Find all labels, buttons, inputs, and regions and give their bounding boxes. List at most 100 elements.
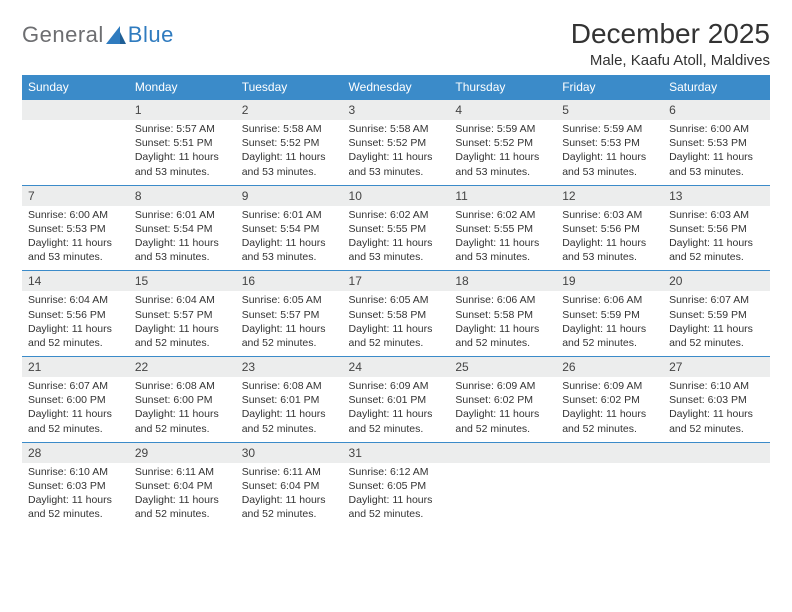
sunset-line: Sunset: 6:04 PM <box>242 479 337 493</box>
day-detail-cell: Sunrise: 6:07 AMSunset: 6:00 PMDaylight:… <box>22 377 129 442</box>
day-number-cell: 22 <box>129 357 236 378</box>
day-detail-cell: Sunrise: 6:09 AMSunset: 6:02 PMDaylight:… <box>449 377 556 442</box>
day-number-cell: 18 <box>449 271 556 292</box>
sunrise-line: Sunrise: 6:09 AM <box>455 379 550 393</box>
sunrise-line: Sunrise: 6:04 AM <box>135 293 230 307</box>
sunset-line: Sunset: 5:57 PM <box>135 308 230 322</box>
day-detail-cell <box>663 463 770 528</box>
sunset-line: Sunset: 5:57 PM <box>242 308 337 322</box>
sunrise-label: Sunrise: <box>455 294 494 306</box>
day-number-cell: 8 <box>129 185 236 206</box>
sunset-label: Sunset: <box>349 309 385 321</box>
sunrise-line: Sunrise: 5:59 AM <box>455 122 550 136</box>
sunset-line: Sunset: 6:03 PM <box>28 479 123 493</box>
sunset-label: Sunset: <box>242 309 278 321</box>
day-detail-cell: Sunrise: 6:03 AMSunset: 5:56 PMDaylight:… <box>663 206 770 271</box>
day-number-cell: 9 <box>236 185 343 206</box>
day-number-cell: 14 <box>22 271 129 292</box>
sunset-value: 5:56 PM <box>67 309 106 321</box>
day-number-cell: 1 <box>129 100 236 121</box>
day-detail-cell: Sunrise: 6:05 AMSunset: 5:58 PMDaylight:… <box>343 291 450 356</box>
sunset-line: Sunset: 5:55 PM <box>455 222 550 236</box>
sunrise-line: Sunrise: 6:02 AM <box>455 208 550 222</box>
sunset-label: Sunset: <box>455 309 491 321</box>
sunrise-value: 6:08 AM <box>176 380 215 392</box>
day-number-cell: 21 <box>22 357 129 378</box>
daylight-label: Daylight: <box>135 494 176 506</box>
daylight-label: Daylight: <box>242 323 283 335</box>
sunset-line: Sunset: 5:58 PM <box>349 308 444 322</box>
sunset-line: Sunset: 6:03 PM <box>669 393 764 407</box>
sunrise-line: Sunrise: 6:06 AM <box>562 293 657 307</box>
sunrise-label: Sunrise: <box>135 123 174 135</box>
day-number-cell: 19 <box>556 271 663 292</box>
day-number-row: 14151617181920 <box>22 271 770 292</box>
sunset-value: 6:02 PM <box>601 394 640 406</box>
daylight-line: Daylight: 11 hours and 52 minutes. <box>135 407 230 435</box>
sunrise-value: 6:02 AM <box>390 209 429 221</box>
daylight-line: Daylight: 11 hours and 53 minutes. <box>242 150 337 178</box>
sunrise-value: 6:11 AM <box>283 466 321 478</box>
sunrise-label: Sunrise: <box>28 209 67 221</box>
sunrise-value: 5:58 AM <box>283 123 322 135</box>
sunset-line: Sunset: 5:59 PM <box>562 308 657 322</box>
daylight-line: Daylight: 11 hours and 53 minutes. <box>455 150 550 178</box>
sunrise-value: 5:57 AM <box>176 123 215 135</box>
sunrise-line: Sunrise: 6:09 AM <box>349 379 444 393</box>
sunrise-value: 6:06 AM <box>497 294 536 306</box>
day-number-cell: 11 <box>449 185 556 206</box>
day-detail-row: Sunrise: 6:07 AMSunset: 6:00 PM Daylight:… <box>22 377 770 442</box>
daylight-line: Daylight: 11 hours and 52 minutes. <box>135 322 230 350</box>
sunrise-label: Sunrise: <box>349 123 388 135</box>
sunset-label: Sunset: <box>135 223 171 235</box>
sunset-label: Sunset: <box>669 223 705 235</box>
sunset-label: Sunset: <box>135 480 171 492</box>
sunrise-label: Sunrise: <box>135 466 174 478</box>
title-block: December 2025 Male, Kaafu Atoll, Maldive… <box>571 18 770 69</box>
day-detail-cell: Sunrise: 5:59 AMSunset: 5:52 PMDaylight:… <box>449 120 556 185</box>
sunset-line: Sunset: 6:01 PM <box>349 393 444 407</box>
sunrise-value: 6:04 AM <box>69 294 108 306</box>
daylight-label: Daylight: <box>28 237 69 249</box>
daylight-line: Daylight: 11 hours and 53 minutes. <box>135 236 230 264</box>
sunrise-line: Sunrise: 6:07 AM <box>28 379 123 393</box>
day-number-cell: 13 <box>663 185 770 206</box>
sunrise-value: 6:07 AM <box>69 380 108 392</box>
day-number-row: 123456 <box>22 100 770 121</box>
sunrise-line: Sunrise: 6:11 AM <box>135 465 230 479</box>
day-detail-cell <box>449 463 556 528</box>
day-number-cell: 17 <box>343 271 450 292</box>
day-number-cell: 10 <box>343 185 450 206</box>
sunrise-value: 6:09 AM <box>390 380 429 392</box>
sunset-value: 6:03 PM <box>67 480 106 492</box>
sunrise-line: Sunrise: 5:58 AM <box>349 122 444 136</box>
day-detail-cell: Sunrise: 6:02 AMSunset: 5:55 PMDaylight:… <box>343 206 450 271</box>
day-detail-cell: Sunrise: 6:08 AMSunset: 6:01 PMDaylight:… <box>236 377 343 442</box>
daylight-label: Daylight: <box>349 494 390 506</box>
daylight-label: Daylight: <box>242 408 283 420</box>
daylight-line: Daylight: 11 hours and 53 minutes. <box>242 236 337 264</box>
day-detail-cell: Sunrise: 6:06 AMSunset: 5:59 PMDaylight:… <box>556 291 663 356</box>
sunset-label: Sunset: <box>455 394 491 406</box>
daylight-label: Daylight: <box>242 494 283 506</box>
sunset-line: Sunset: 6:05 PM <box>349 479 444 493</box>
sunset-line: Sunset: 6:00 PM <box>28 393 123 407</box>
sunrise-label: Sunrise: <box>562 380 601 392</box>
daylight-label: Daylight: <box>135 151 176 163</box>
weekday-header: Thursday <box>449 75 556 100</box>
location-subtitle: Male, Kaafu Atoll, Maldives <box>571 52 770 69</box>
sunrise-label: Sunrise: <box>242 294 281 306</box>
daylight-line: Daylight: 11 hours and 52 minutes. <box>349 407 444 435</box>
sunset-label: Sunset: <box>28 394 64 406</box>
sunrise-line: Sunrise: 6:04 AM <box>28 293 123 307</box>
sunrise-value: 6:12 AM <box>390 466 429 478</box>
sunrise-value: 6:04 AM <box>176 294 215 306</box>
daylight-line: Daylight: 11 hours and 53 minutes. <box>349 236 444 264</box>
daylight-label: Daylight: <box>669 323 710 335</box>
daylight-label: Daylight: <box>349 237 390 249</box>
sunset-line: Sunset: 5:53 PM <box>669 136 764 150</box>
day-detail-cell: Sunrise: 6:08 AMSunset: 6:00 PMDaylight:… <box>129 377 236 442</box>
sunset-label: Sunset: <box>28 223 64 235</box>
day-number-cell: 15 <box>129 271 236 292</box>
day-number-row: 21222324252627 <box>22 357 770 378</box>
